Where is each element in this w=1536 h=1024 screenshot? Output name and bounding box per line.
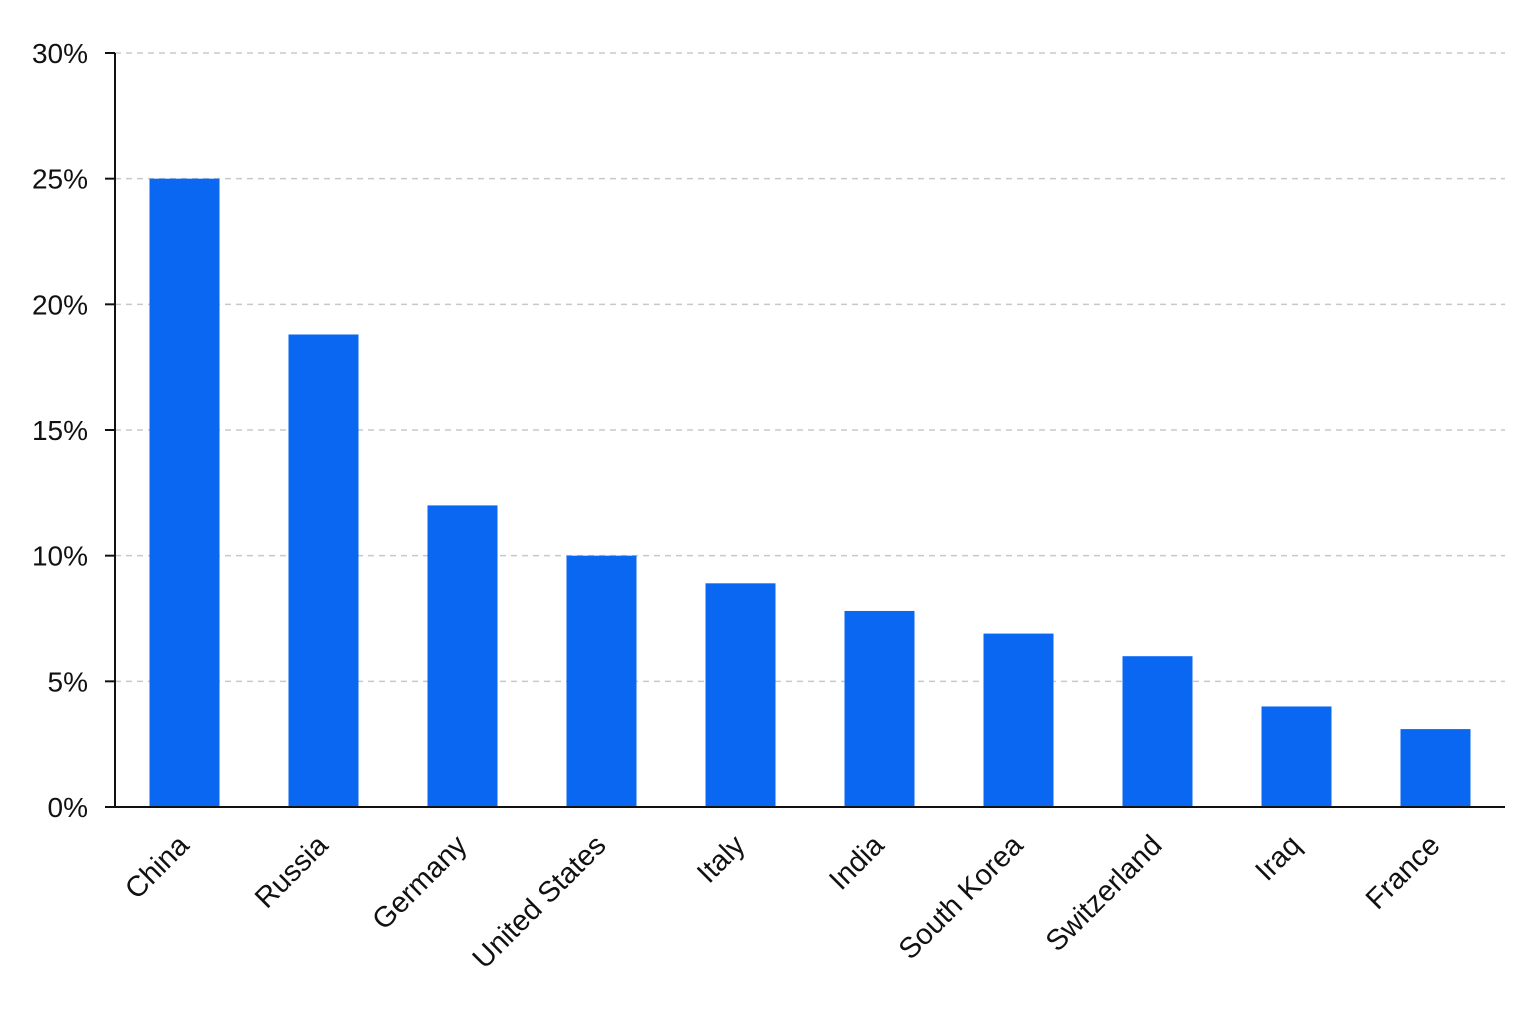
bar-south-korea xyxy=(983,633,1054,807)
bars xyxy=(149,178,1471,807)
y-tick-label: 5% xyxy=(48,666,88,697)
x-category-label: Switzerland xyxy=(1040,829,1169,958)
bar-united-states xyxy=(566,555,637,807)
x-category-label: Italy xyxy=(691,829,752,890)
bar-china xyxy=(149,178,220,807)
x-category-label: United States xyxy=(467,829,613,975)
y-tick-label: 15% xyxy=(32,415,88,446)
y-tick-label: 0% xyxy=(48,792,88,823)
y-tick-labels: 0% 5% 10% 15% 20% 25% 30% xyxy=(32,38,88,823)
axes xyxy=(105,52,1505,808)
y-tick-label: 10% xyxy=(32,541,88,572)
bar-iraq xyxy=(1261,706,1332,807)
bar-germany xyxy=(427,505,498,807)
y-tick-label: 30% xyxy=(32,38,88,69)
x-category-label: Germany xyxy=(366,829,473,936)
x-category-label: South Korea xyxy=(893,829,1030,966)
x-category-label: Iraq xyxy=(1249,829,1307,887)
bar-india xyxy=(844,610,915,807)
bar-italy xyxy=(705,583,776,807)
bar-switzerland xyxy=(1122,656,1193,807)
y-tick-label: 25% xyxy=(32,164,88,195)
bar-france xyxy=(1400,729,1471,807)
y-tick-label: 20% xyxy=(32,289,88,320)
x-category-label: France xyxy=(1360,829,1446,915)
x-category-label: Russia xyxy=(249,829,335,915)
x-category-label: China xyxy=(119,829,196,906)
bar-russia xyxy=(288,334,359,807)
x-category-label: India xyxy=(823,829,891,897)
